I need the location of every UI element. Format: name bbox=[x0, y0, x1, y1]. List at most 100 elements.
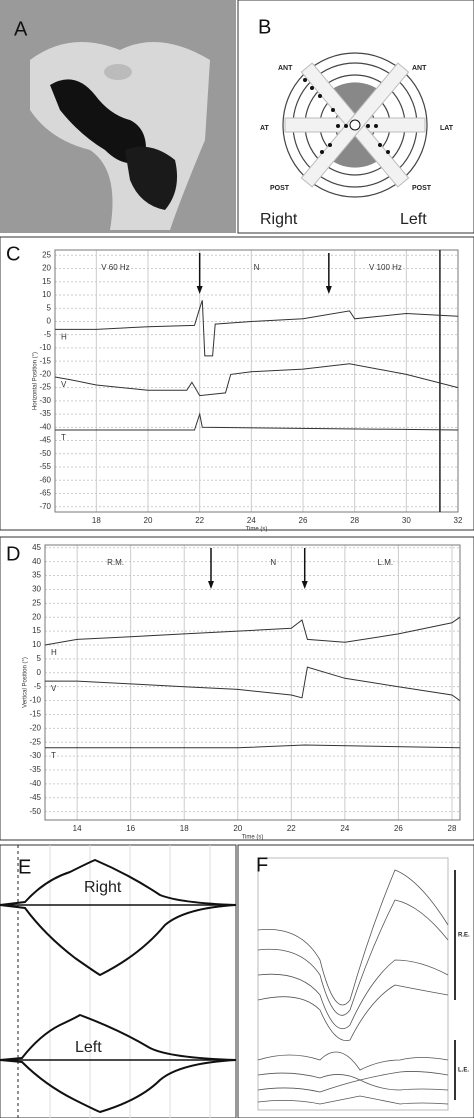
y-axis-title: Horizontal Position (°) bbox=[33, 352, 39, 410]
y-tick-label: -15 bbox=[39, 356, 51, 365]
x-tick-label: 20 bbox=[144, 516, 153, 525]
y-tick-label: 5 bbox=[47, 303, 52, 312]
direction-label: AT bbox=[260, 125, 270, 132]
y-tick-label: 20 bbox=[32, 612, 41, 621]
direction-label: POST bbox=[270, 185, 290, 192]
annotation: V 100 Hz bbox=[369, 263, 402, 272]
y-axis-title: Vertical Position (°) bbox=[23, 657, 29, 708]
x-tick-label: 28 bbox=[350, 516, 359, 525]
eye-label: R.E. bbox=[458, 933, 470, 939]
y-tick-label: -30 bbox=[39, 396, 51, 405]
trace-label: T bbox=[61, 433, 66, 442]
x-tick-label: 22 bbox=[195, 516, 204, 525]
y-tick-label: -45 bbox=[29, 793, 41, 802]
plot-frame bbox=[54, 249, 459, 513]
y-tick-label: -50 bbox=[29, 807, 41, 816]
trace-label: H bbox=[61, 333, 67, 342]
x-tick-label: 18 bbox=[180, 824, 189, 833]
trace-label: V bbox=[51, 684, 57, 693]
annotation: V 60 Hz bbox=[101, 263, 129, 272]
arrow-head bbox=[325, 286, 332, 294]
panel-a: A bbox=[0, 0, 236, 233]
plot-frame bbox=[44, 544, 461, 821]
y-tick-label: 30 bbox=[32, 585, 41, 594]
panel-label: E bbox=[18, 856, 31, 878]
structure bbox=[104, 64, 132, 80]
y-tick-label: 25 bbox=[42, 250, 51, 259]
x-tick-label: 30 bbox=[402, 516, 411, 525]
x-tick-label: 18 bbox=[92, 516, 101, 525]
arrow-head bbox=[208, 581, 214, 589]
y-tick-label: 5 bbox=[37, 654, 42, 663]
y-tick-label: 25 bbox=[32, 598, 41, 607]
y-tick-label: 0 bbox=[37, 668, 42, 677]
air-cells bbox=[50, 79, 146, 164]
x-tick-label: 16 bbox=[126, 824, 135, 833]
air-cells bbox=[125, 146, 178, 210]
y-tick-label: -5 bbox=[34, 682, 42, 691]
y-tick-label: -25 bbox=[29, 737, 41, 746]
annotation: L.M. bbox=[378, 558, 394, 567]
annotation: N bbox=[270, 558, 276, 567]
y-tick-label: -25 bbox=[39, 383, 51, 392]
y-tick-label: 45 bbox=[32, 543, 41, 552]
annotation: N bbox=[254, 263, 260, 272]
y-tick-label: 35 bbox=[32, 571, 41, 580]
y-tick-label: -40 bbox=[39, 422, 51, 431]
panel-frame bbox=[0, 536, 474, 841]
x-tick-label: 32 bbox=[454, 516, 463, 525]
x-tick-label: 26 bbox=[394, 824, 403, 833]
panel-label: C bbox=[6, 243, 20, 265]
x-tick-label: 20 bbox=[233, 824, 242, 833]
y-tick-label: 10 bbox=[32, 640, 41, 649]
panel-frame bbox=[0, 236, 474, 531]
y-tick-label: -50 bbox=[39, 449, 51, 458]
arrow-head bbox=[301, 581, 308, 589]
trace bbox=[55, 300, 459, 357]
y-tick-label: -40 bbox=[29, 779, 41, 788]
panel-f: F R.E. L.E. bbox=[237, 844, 474, 1118]
trace bbox=[45, 744, 461, 749]
y-tick-label: -15 bbox=[29, 710, 41, 719]
y-tick-label: -55 bbox=[39, 462, 51, 471]
y-tick-label: -45 bbox=[39, 436, 51, 445]
y-tick-label: -30 bbox=[29, 751, 41, 760]
side-label: Left bbox=[400, 211, 427, 228]
panel-e: E Right Left bbox=[0, 844, 237, 1118]
direction-label: POST bbox=[412, 185, 432, 192]
x-tick-label: 28 bbox=[448, 824, 457, 833]
panel-b: B ANT ANT AT LAT POST POST Right Left bbox=[237, 0, 474, 234]
panel-frame bbox=[0, 844, 237, 1118]
panel-label: D bbox=[6, 543, 20, 565]
y-tick-label: -60 bbox=[39, 475, 51, 484]
x-tick-label: 14 bbox=[73, 824, 82, 833]
y-tick-label: -10 bbox=[39, 343, 51, 352]
y-tick-label: 0 bbox=[47, 317, 52, 326]
trace bbox=[55, 412, 459, 431]
y-tick-label: -5 bbox=[44, 330, 52, 339]
trace-label: Left bbox=[75, 1039, 102, 1056]
trace-label: Right bbox=[84, 879, 122, 896]
panel-frame bbox=[237, 844, 474, 1118]
plot-frame bbox=[257, 857, 449, 1111]
y-tick-label: -65 bbox=[39, 489, 51, 498]
direction-label: LAT bbox=[440, 125, 454, 132]
y-tick-label: -10 bbox=[29, 696, 41, 705]
trace-label: T bbox=[51, 751, 56, 760]
panel-label: B bbox=[258, 16, 271, 38]
trace bbox=[44, 616, 461, 646]
x-tick-label: 26 bbox=[299, 516, 308, 525]
x-tick-label: 24 bbox=[340, 824, 349, 833]
trace bbox=[45, 666, 461, 702]
y-tick-label: -35 bbox=[29, 765, 41, 774]
y-tick-label: -20 bbox=[39, 369, 51, 378]
y-tick-label: 20 bbox=[42, 264, 51, 273]
direction-label: ANT bbox=[278, 65, 293, 72]
panel-label: F bbox=[256, 854, 268, 876]
y-tick-label: -20 bbox=[29, 723, 41, 732]
x-tick-label: 22 bbox=[287, 824, 296, 833]
side-label: Right bbox=[260, 211, 298, 228]
annotation: R.M. bbox=[107, 558, 124, 567]
x-axis-title: Time (s) bbox=[242, 835, 264, 841]
